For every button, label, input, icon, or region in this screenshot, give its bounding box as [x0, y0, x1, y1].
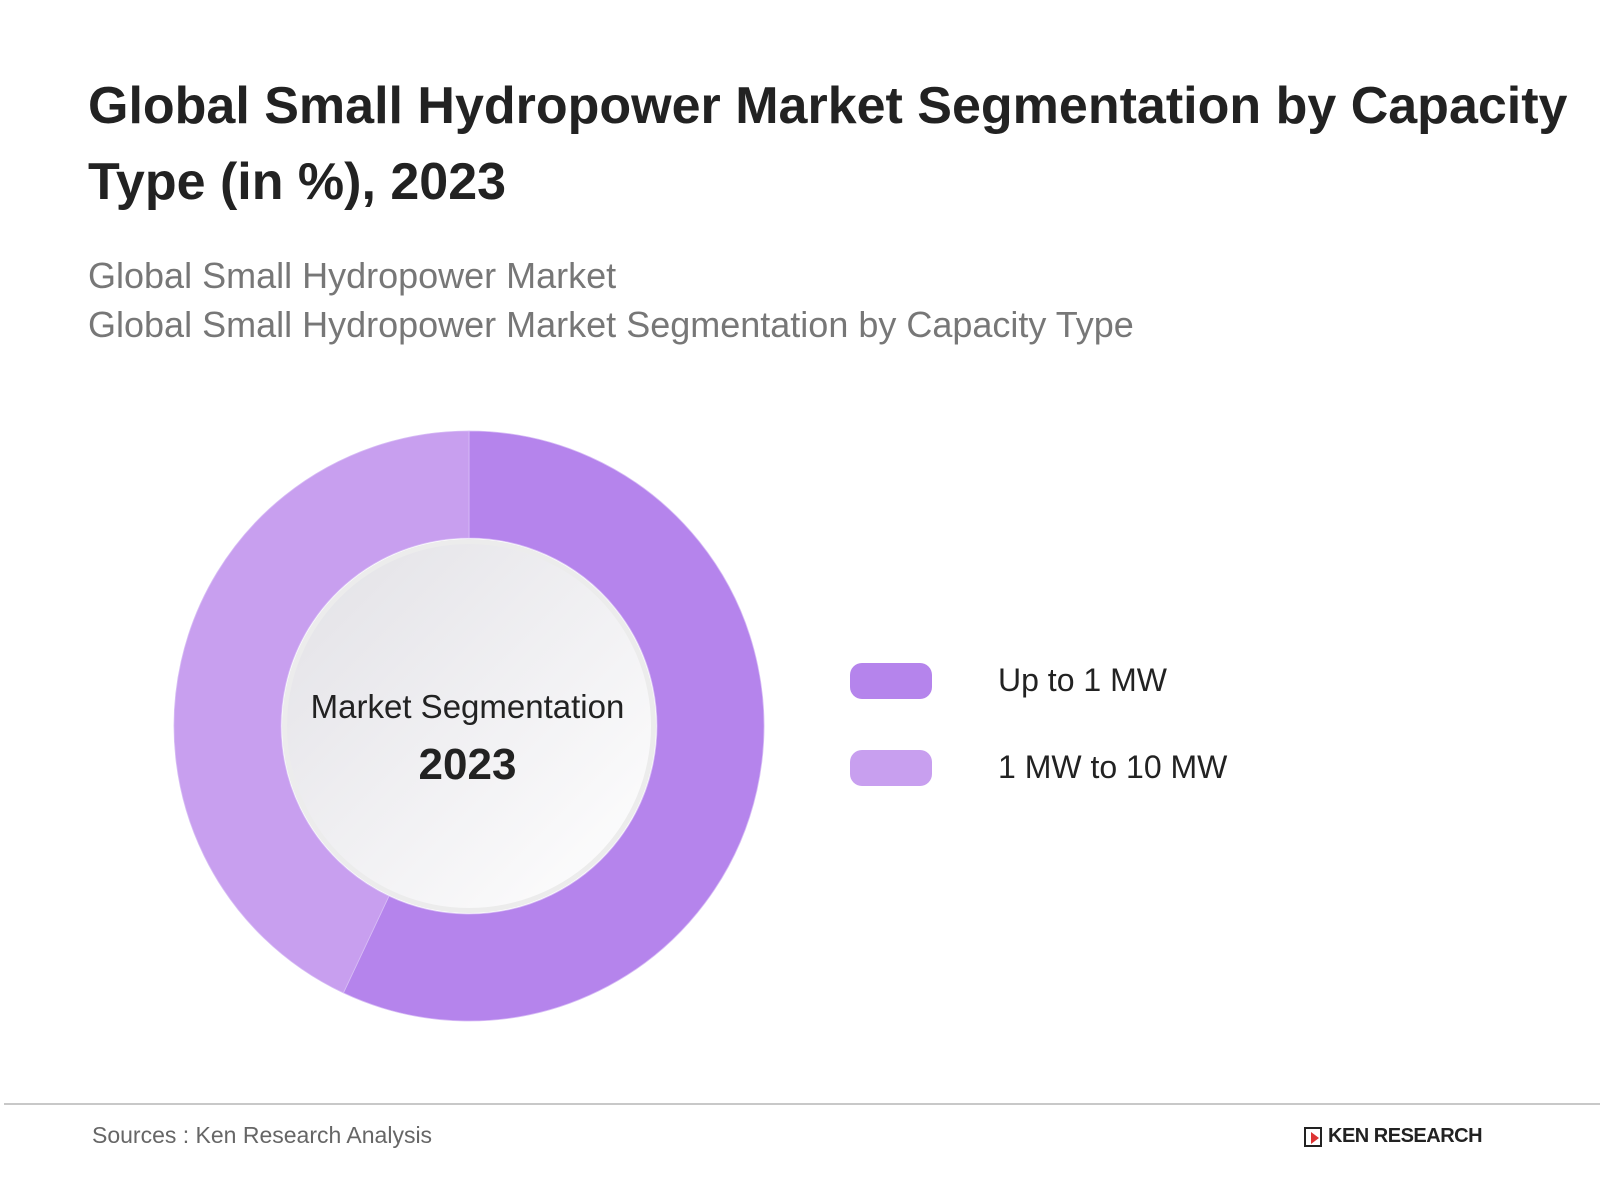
ken-research-logo: KEN RESEARCH — [1304, 1125, 1483, 1148]
legend-swatch — [850, 662, 932, 699]
legend-item-up-to-1mw: Up to 1 MW — [850, 662, 1167, 699]
center-disc — [287, 544, 651, 908]
logo-text: KEN RESEARCH — [1328, 1125, 1483, 1147]
donut-chart — [173, 430, 765, 1022]
logo-mark-icon — [1304, 1126, 1322, 1147]
legend-item-1-to-10mw: 1 MW to 10 MW — [850, 749, 1227, 786]
slice-up-to-1-mw — [342, 430, 765, 1022]
slice-1-mw-to-10-mw — [173, 430, 470, 994]
center-year: 2023 — [418, 740, 517, 789]
legend-label: 1 MW to 10 MW — [998, 749, 1228, 785]
chart-title: Global Small Hydropower Market Segmentat… — [88, 77, 1568, 211]
chart-subtitle-1: Global Small Hydropower Market — [88, 255, 617, 296]
source-note: Sources : Ken Research Analysis — [92, 1122, 433, 1148]
legend-label: Up to 1 MW — [998, 662, 1167, 698]
legend-swatch — [850, 749, 932, 786]
footer-divider — [4, 1103, 1600, 1105]
chart-subtitle-2: Global Small Hydropower Market Segmentat… — [88, 304, 1134, 345]
center-label: Market Segmentation — [310, 688, 625, 725]
